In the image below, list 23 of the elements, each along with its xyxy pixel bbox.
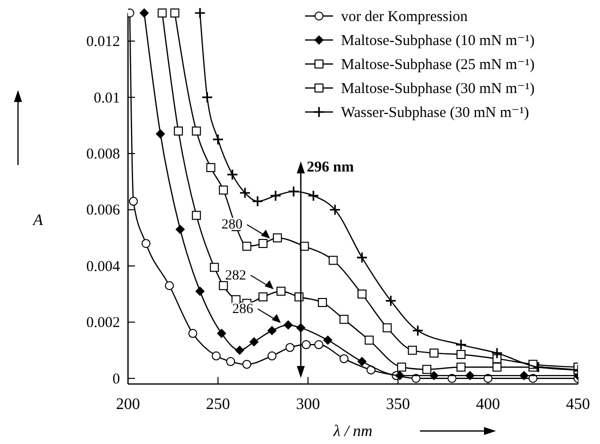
y-axis-title: A	[32, 212, 44, 229]
legend-label: vor der Kompression	[341, 9, 468, 25]
x-tick-label: 200	[116, 396, 140, 413]
x-tick-label: 400	[476, 396, 500, 413]
y-tick-label: 0.008	[86, 146, 120, 163]
legend-label: Maltose-Subphase (30 mN m⁻¹)	[341, 81, 535, 97]
x-tick-label: 300	[296, 396, 320, 413]
annotation: 282	[225, 268, 246, 284]
legend-label: Maltose-Subphase (10 mN m⁻¹)	[341, 33, 535, 49]
y-tick-label: 0.01	[94, 90, 120, 106]
annotation: 286	[232, 302, 254, 317]
y-tick-label: 0	[112, 371, 120, 388]
x-axis-title: λ / nm	[332, 423, 372, 440]
y-tick-label: 0.012	[86, 34, 120, 50]
legend-label: Wasser-Subphase (30 mN m⁻¹)	[341, 105, 529, 121]
y-tick-label: 0.004	[86, 258, 120, 275]
x-tick-label: 450	[566, 396, 590, 413]
legend-label: Maltose-Subphase (25 mN m⁻¹)	[341, 57, 535, 73]
y-tick-label: 0.002	[86, 315, 120, 332]
x-tick-label: 250	[206, 396, 230, 413]
y-tick-label: 0.006	[86, 202, 120, 219]
x-tick-label: 350	[386, 396, 410, 413]
ref-line-label: 296 nm	[306, 159, 354, 176]
